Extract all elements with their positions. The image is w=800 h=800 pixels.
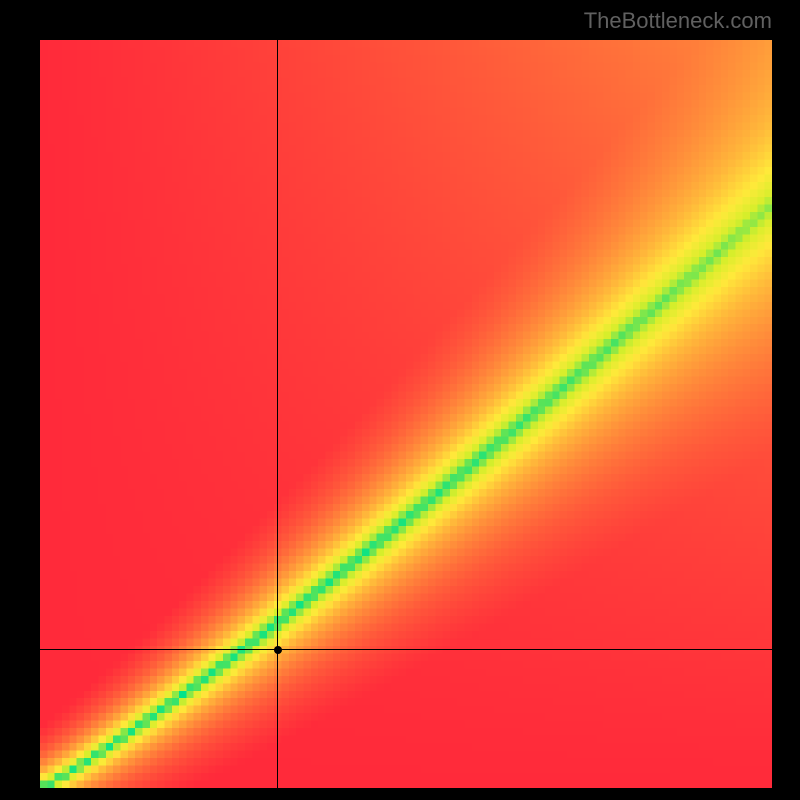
crosshair-horizontal <box>40 649 772 650</box>
crosshair-vertical <box>277 40 278 788</box>
marker-dot <box>274 646 282 654</box>
plot-area <box>40 40 772 788</box>
watermark-text: TheBottleneck.com <box>584 8 772 34</box>
chart-container: TheBottleneck.com <box>0 0 800 800</box>
heatmap-canvas <box>40 40 772 788</box>
